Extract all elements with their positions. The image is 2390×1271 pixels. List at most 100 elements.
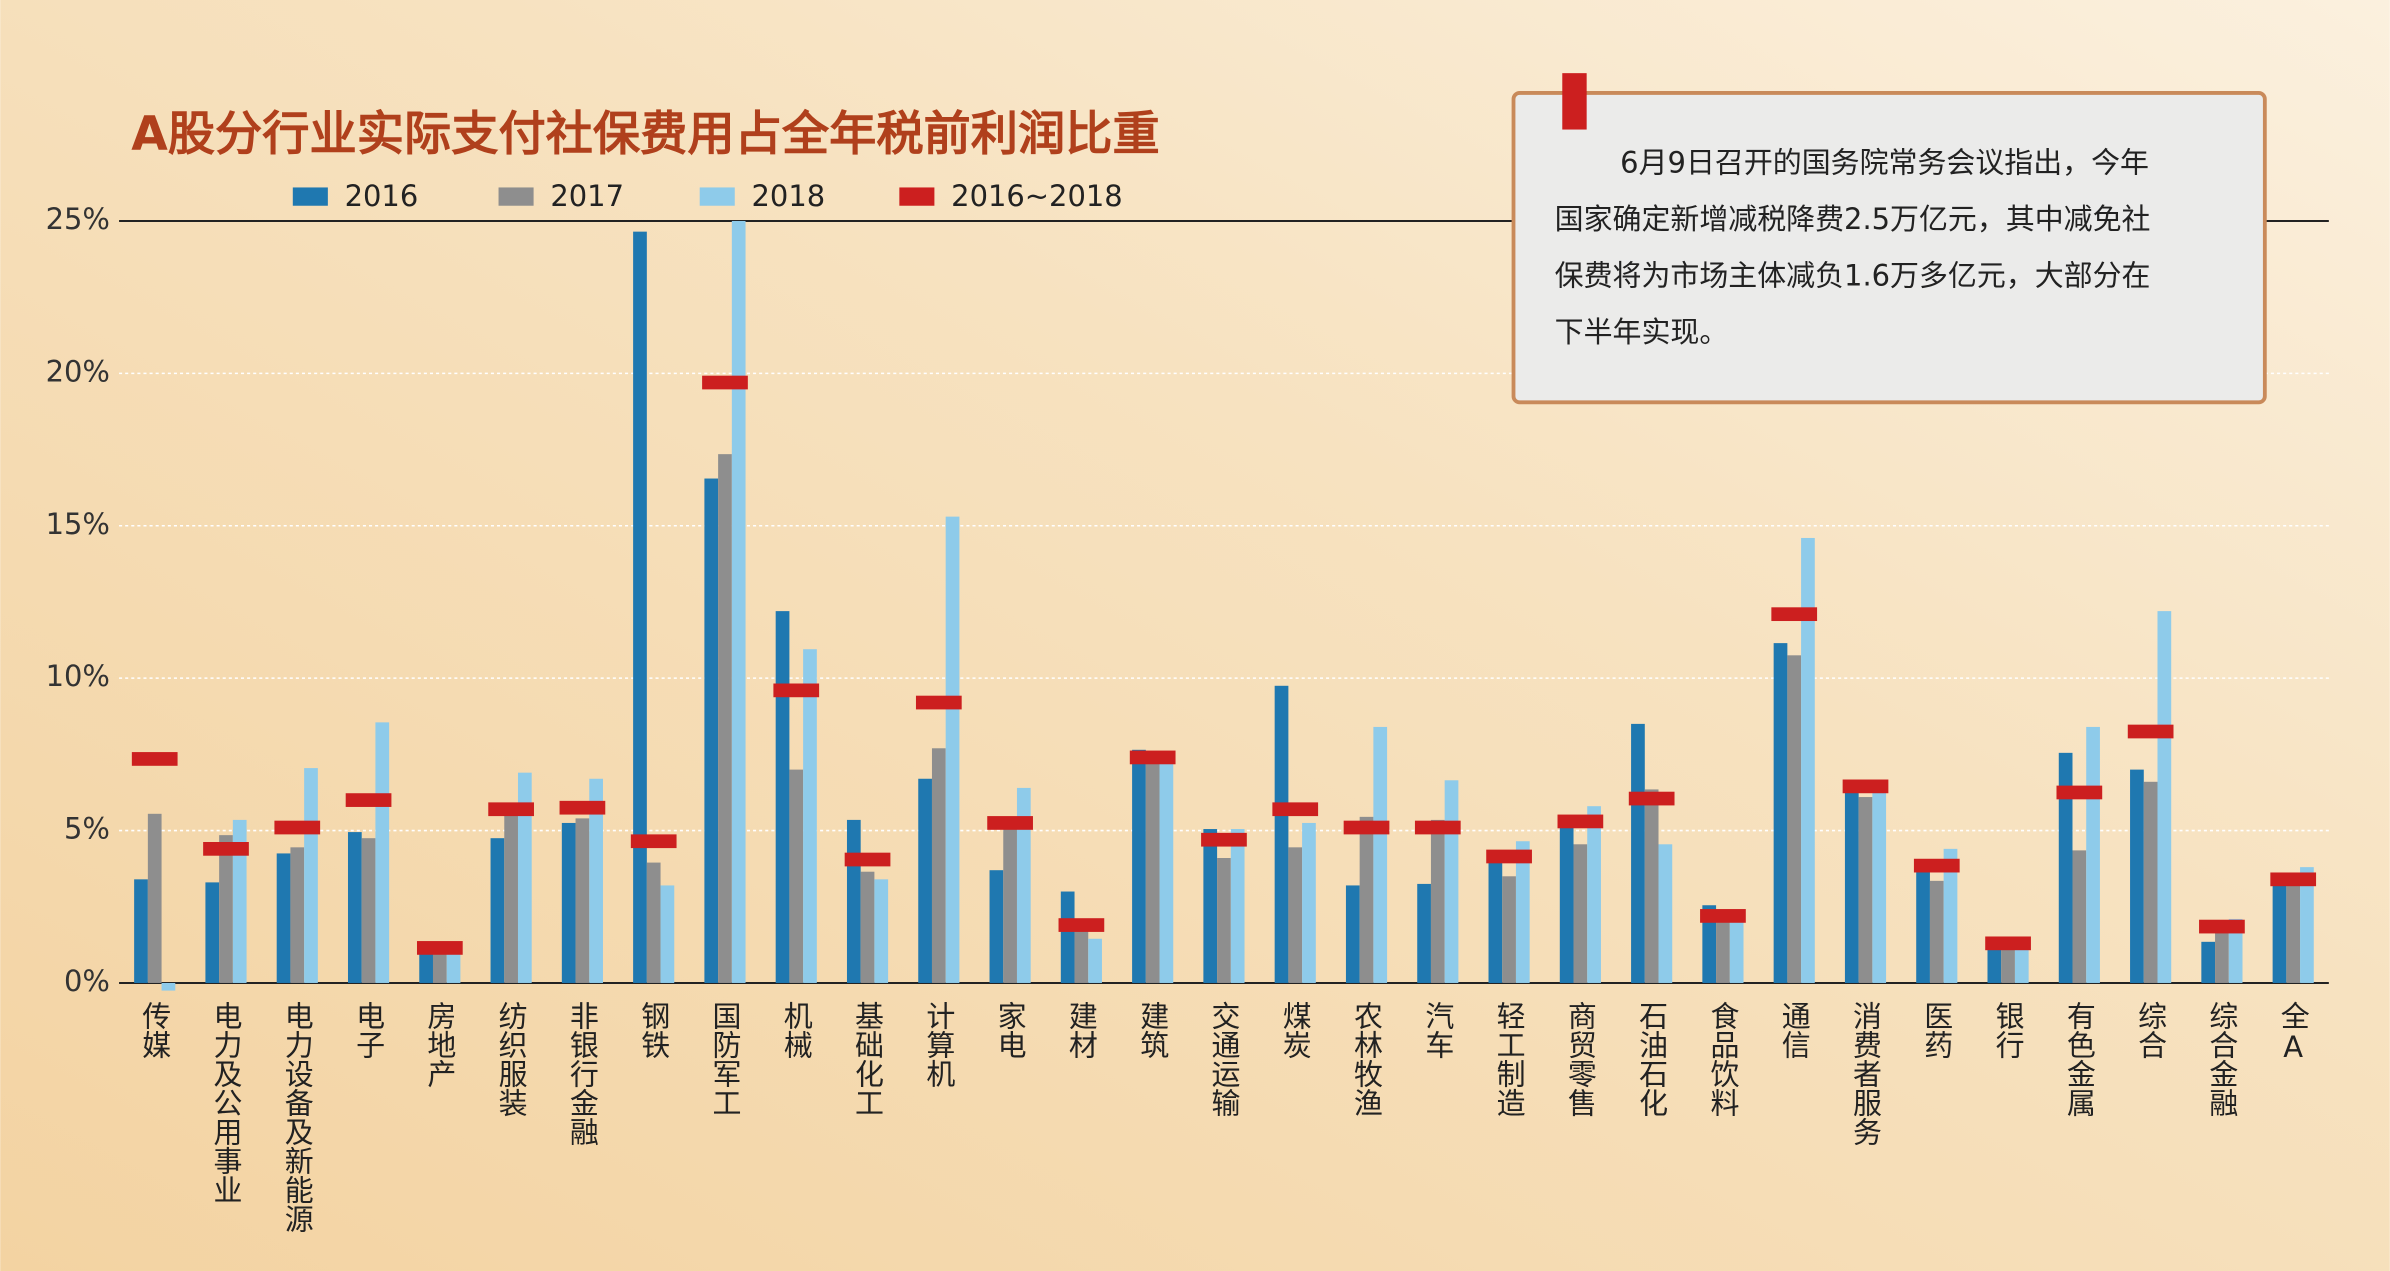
bar xyxy=(1844,786,1859,983)
bar xyxy=(375,722,390,983)
legend-swatch xyxy=(292,187,328,206)
bar xyxy=(2201,941,2216,983)
bar xyxy=(704,478,719,983)
average-marker xyxy=(1842,779,1889,794)
bar xyxy=(1159,761,1174,983)
y-tick-label: 10% xyxy=(46,659,110,693)
average-marker xyxy=(488,802,534,817)
average-marker xyxy=(2056,785,2103,800)
bar xyxy=(1658,844,1673,983)
bar xyxy=(1060,891,1075,983)
bar xyxy=(1773,643,1788,983)
bar xyxy=(2086,726,2100,983)
bar xyxy=(490,838,505,983)
bar xyxy=(2157,611,2172,983)
bar xyxy=(290,847,305,983)
x-tick-label: 汽车 xyxy=(1421,1001,1455,1059)
chart-title: A股分行业实际支付社保费用占全年税前利润比重 xyxy=(131,107,1159,162)
bar xyxy=(775,611,790,983)
bar xyxy=(660,885,675,983)
legend-label: 2016~2018 xyxy=(951,179,1123,213)
bar xyxy=(1217,858,1231,983)
average-marker xyxy=(1985,936,2031,951)
x-tick-label: 交通运输 xyxy=(1207,1001,1241,1117)
legend-swatch xyxy=(899,187,935,206)
bar xyxy=(1702,905,1717,983)
bar xyxy=(803,649,817,983)
bar xyxy=(589,778,603,983)
bar xyxy=(2272,879,2287,983)
bar xyxy=(2215,932,2229,983)
bar xyxy=(718,454,732,983)
bar xyxy=(419,954,433,983)
bar xyxy=(1088,938,1102,983)
bar xyxy=(1373,726,1388,983)
average-marker xyxy=(274,820,321,835)
legend-label: 2016 xyxy=(345,179,419,213)
average-marker xyxy=(1486,849,1532,864)
y-tick-label: 0% xyxy=(64,964,110,998)
x-tick-label: 电力及公用事业 xyxy=(209,1001,243,1204)
annotation-line: 6月9日召开的国务院常务会议指出，今年 xyxy=(1620,146,2149,180)
bar xyxy=(304,768,318,983)
bar xyxy=(846,819,861,983)
bar xyxy=(1003,822,1017,983)
bar xyxy=(1345,885,1360,983)
annotation-line: 国家确定新增减税降费2.5万亿元，其中减免社 xyxy=(1555,202,2151,236)
x-tick-label: 非银行金融 xyxy=(565,1001,599,1146)
bar xyxy=(1074,929,1089,983)
bar xyxy=(646,862,661,983)
average-marker xyxy=(1129,750,1176,765)
bar xyxy=(517,772,532,983)
bar xyxy=(2143,781,2158,983)
bar xyxy=(1430,819,1445,983)
x-tick-label: 有色金属 xyxy=(2062,1001,2096,1117)
average-marker xyxy=(1913,858,1960,873)
x-tick-label: 纺织服装 xyxy=(494,1001,528,1117)
average-marker xyxy=(844,852,891,867)
bar xyxy=(134,879,148,983)
bar xyxy=(361,838,376,983)
x-tick-label: 通信 xyxy=(1777,1001,1811,1059)
bar xyxy=(1716,920,1730,983)
bar xyxy=(1858,797,1873,983)
bar xyxy=(1016,787,1031,983)
average-marker xyxy=(1201,832,1247,847)
bar xyxy=(789,769,804,983)
x-tick-label: 煤炭 xyxy=(1278,1001,1312,1059)
x-tick-label: 农林牧渔 xyxy=(1350,1001,1384,1117)
average-marker xyxy=(2270,872,2317,887)
x-tick-label: 传媒 xyxy=(138,1001,172,1059)
x-tick-label: 医药 xyxy=(1920,1001,1954,1059)
x-tick-label: 国防军工 xyxy=(708,1001,742,1117)
x-tick-label: 房地产 xyxy=(423,1001,457,1088)
bar xyxy=(1559,822,1574,983)
x-tick-label: 计算机 xyxy=(922,1001,956,1088)
legend-label: 2017 xyxy=(550,179,624,213)
bar xyxy=(1631,723,1645,983)
note-box xyxy=(1511,91,2267,405)
bar xyxy=(1444,780,1459,983)
average-marker xyxy=(915,695,962,710)
bar xyxy=(446,954,461,983)
bar xyxy=(1203,829,1218,983)
average-marker xyxy=(131,752,178,766)
bar xyxy=(931,748,946,983)
bar xyxy=(1230,829,1245,983)
bar xyxy=(989,870,1004,983)
bar xyxy=(1288,847,1303,983)
bar xyxy=(1943,848,1958,983)
average-marker xyxy=(1557,814,1604,829)
bar xyxy=(1274,685,1289,983)
average-marker xyxy=(1700,909,1746,923)
bar xyxy=(918,778,932,983)
annotation-line: 下半年实现。 xyxy=(1555,315,1729,349)
bar xyxy=(945,516,960,983)
note-flag xyxy=(1562,73,1587,130)
legend-label: 2018 xyxy=(752,179,826,213)
bar xyxy=(2014,944,2029,983)
x-tick-label: 钢铁 xyxy=(637,1001,671,1059)
average-marker xyxy=(2199,919,2245,934)
